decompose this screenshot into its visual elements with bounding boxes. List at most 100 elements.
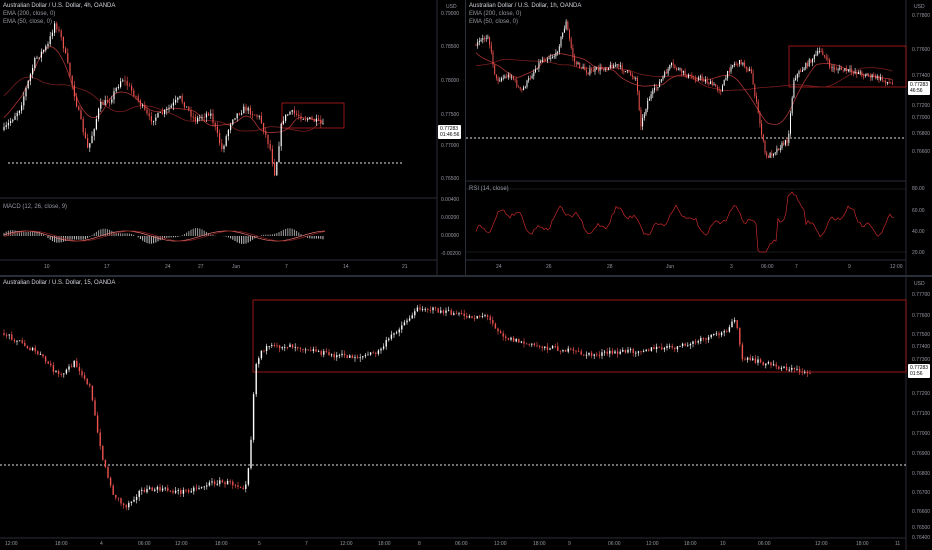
ema200-legend[interactable]: EMA (200, close, 0) <box>3 11 56 17</box>
candle-body <box>315 118 317 122</box>
symbol-title[interactable]: Australian Dollar / U.S. Dollar, 4h, OAN… <box>3 3 116 9</box>
candle-body <box>579 62 581 68</box>
macd-legend[interactable]: MACD (12, 26, close, 9) <box>3 204 68 210</box>
time-tick: 9 <box>848 264 851 270</box>
ema50-legend[interactable]: EMA (50, close, 0) <box>469 19 519 25</box>
price-tick: 0.76500 <box>912 525 931 531</box>
candle-body <box>284 346 286 348</box>
candle-body <box>633 76 635 79</box>
candle-body <box>749 69 751 71</box>
horizontal-divider[interactable] <box>0 275 932 277</box>
candle-body <box>783 143 785 145</box>
candle-body <box>427 308 429 310</box>
candle-body <box>622 349 624 352</box>
candle-body <box>43 50 45 52</box>
candle-body <box>100 101 102 109</box>
candle-body <box>395 332 398 334</box>
candle-body <box>761 123 763 135</box>
candle-body <box>120 498 122 504</box>
candle-body <box>746 357 749 360</box>
candle-body <box>455 313 458 315</box>
candle-body <box>271 345 273 347</box>
candle-body <box>67 53 69 63</box>
candle-body <box>809 373 811 374</box>
candle-body <box>572 349 575 351</box>
candle-body <box>742 62 744 65</box>
candle-body <box>658 346 660 348</box>
candle-body <box>44 356 47 362</box>
candle-body <box>113 91 115 100</box>
candle-body <box>369 352 372 355</box>
candle-body <box>106 100 108 103</box>
candle-body <box>60 373 62 375</box>
candle-body <box>112 485 114 495</box>
candle-body <box>80 110 82 120</box>
macd-tick: 0.00000 <box>441 233 460 239</box>
candle-body <box>611 350 614 354</box>
candle-body <box>512 76 514 80</box>
candle-body <box>482 38 484 40</box>
candle-body <box>505 336 507 339</box>
candle-body <box>450 310 452 315</box>
candle-body <box>523 87 525 90</box>
candle-body <box>385 340 387 347</box>
candle-body <box>398 329 400 333</box>
rsi-legend[interactable]: RSI (14, close) <box>469 186 509 192</box>
candle-body <box>818 50 820 52</box>
candle-body <box>824 55 825 57</box>
last-price: 0.77283 <box>910 82 929 88</box>
symbol-title[interactable]: Australian Dollar / U.S. Dollar, 15, OAN… <box>3 280 116 286</box>
chart-pane-15m[interactable]: Australian Dollar / U.S. Dollar, 15, OAN… <box>0 277 932 550</box>
candle-body <box>346 355 348 358</box>
candle-body <box>117 86 119 89</box>
candle-body <box>890 82 892 84</box>
candle-body <box>785 366 788 371</box>
candle-body <box>616 64 618 66</box>
candle-body <box>45 46 47 51</box>
candle-body <box>563 28 565 33</box>
candle-body <box>754 84 756 97</box>
candle-body <box>468 316 471 318</box>
candle-body <box>570 348 572 350</box>
price-chart-15m[interactable] <box>0 277 932 550</box>
ema200-legend[interactable]: EMA (200, close, 0) <box>469 11 522 17</box>
candle-body <box>645 349 647 352</box>
candle-body <box>730 67 732 72</box>
chart-pane-4h[interactable]: Australian Dollar / U.S. Dollar, 4h, OAN… <box>0 0 465 275</box>
candle-body <box>382 346 385 349</box>
candle-body <box>705 79 706 82</box>
candle-body <box>701 76 703 80</box>
candle-body <box>497 78 499 81</box>
candle-body <box>429 309 432 311</box>
symbol-title[interactable]: Australian Dollar / U.S. Dollar, 1h, OAN… <box>469 3 582 9</box>
candle-body <box>601 352 603 356</box>
candle-body <box>506 76 508 78</box>
candle-body <box>718 89 720 91</box>
candle-body <box>648 349 650 351</box>
candle-body <box>297 347 299 349</box>
candle-body <box>234 118 236 120</box>
candle-body <box>504 76 506 78</box>
candle-body <box>781 143 783 149</box>
candle-body <box>555 52 557 57</box>
candle-body <box>844 68 846 71</box>
candle-body <box>120 81 122 87</box>
vertical-divider[interactable] <box>465 0 466 275</box>
ema50-legend[interactable]: EMA (50, close, 0) <box>3 19 53 25</box>
candle-body <box>731 321 733 328</box>
candle-body <box>700 337 702 342</box>
candle-body <box>219 133 221 144</box>
chart-pane-1h[interactable]: Australian Dollar / U.S. Dollar, 1h, OAN… <box>466 0 932 275</box>
candle-body <box>796 73 798 79</box>
candle-body <box>5 125 7 128</box>
price-chart-1h[interactable] <box>466 0 932 275</box>
candle-body <box>65 369 68 374</box>
candle-body <box>575 62 577 65</box>
time-axis[interactable]: 12:00 18:00 4 06:00 12:00 18:00 5 7 12:00 18:00 8 0… <box>0 540 900 548</box>
candle-body <box>258 358 260 364</box>
price-chart-4h[interactable] <box>0 0 465 275</box>
candle-body <box>447 310 450 312</box>
candle-body <box>687 345 689 347</box>
candle-body <box>73 360 75 367</box>
candle-body <box>21 105 23 111</box>
